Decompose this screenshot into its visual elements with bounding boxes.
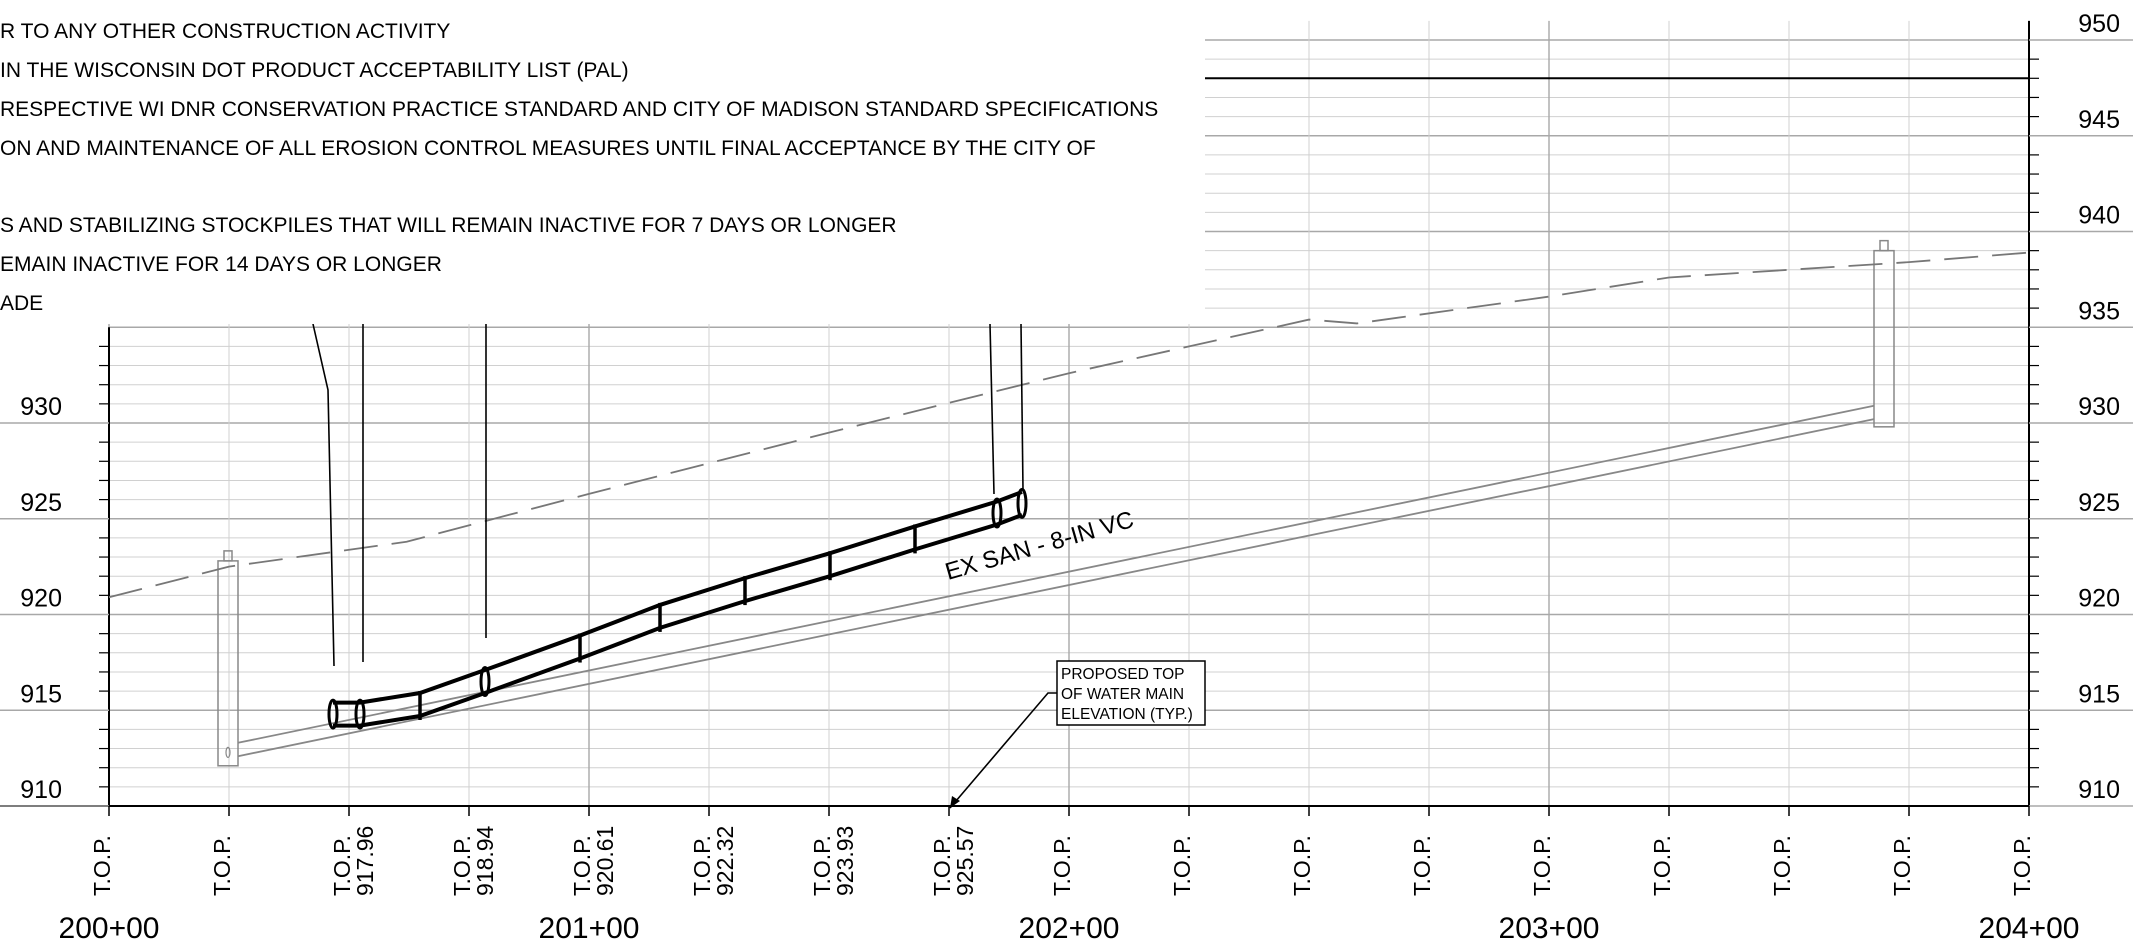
manhole-casting-left (223, 550, 233, 562)
general-note-line: ON AND MAINTENANCE OF ALL EROSION CONTRO… (0, 137, 1096, 160)
top-of-pipe-label: T.O.P. (209, 835, 235, 896)
top-of-pipe-label: T.O.P. (1889, 835, 1915, 896)
top-of-pipe-elevation: 918.94 (472, 825, 498, 896)
existing-ground-profile (108, 251, 2030, 599)
top-of-pipe-label: T.O.P. (1409, 835, 1435, 896)
top-of-pipe-label: T.O.P. (1529, 835, 1555, 896)
top-of-pipe-label: T.O.P. (1289, 835, 1315, 896)
top-of-pipe-label: T.O.P. (809, 835, 835, 896)
general-note-line: R TO ANY OTHER CONSTRUCTION ACTIVITY (0, 20, 450, 43)
manhole-casting-right (1879, 239, 1889, 252)
callout-text-line: OF WATER MAIN (1061, 686, 1184, 703)
existing-manhole-left (217, 560, 239, 767)
general-note-line: IN THE WISCONSIN DOT PRODUCT ACCEPTABILI… (0, 59, 629, 82)
elevation-label-right: 930 (2078, 393, 2120, 421)
top-of-pipe-label: T.O.P. (2009, 835, 2035, 896)
callout-text-line: ELEVATION (TYP.) (1061, 706, 1193, 723)
elevation-label-right: 945 (2078, 106, 2120, 134)
general-note-line: ADE (0, 292, 43, 315)
elevation-label-left: 910 (20, 776, 62, 804)
callout-arrowhead (950, 796, 960, 808)
elevation-label-right: 910 (2078, 776, 2120, 804)
elevation-label-right: 925 (2078, 489, 2120, 517)
fitting-ellipse (479, 666, 491, 698)
callout-box (1056, 660, 1206, 726)
elevation-label-left: 920 (20, 585, 62, 613)
top-of-pipe-elevation: 922.32 (712, 826, 738, 896)
notes-background (0, 0, 1205, 324)
manhole-invert-left (225, 746, 231, 758)
proposed-top-callout: PROPOSED TOP OF WATER MAIN ELEVATION (TYP.… (1056, 660, 1206, 726)
top-of-pipe-label: T.O.P. (689, 835, 715, 896)
elevation-label-left: 925 (20, 489, 62, 517)
sewer-invert-line (237, 418, 1875, 758)
water-main-bottom-line (333, 513, 1023, 728)
fitting-ellipse (327, 698, 339, 730)
callout-leader-line (949, 692, 1057, 809)
top-of-pipe-label: T.O.P. (1649, 835, 1675, 896)
top-of-pipe-elevation: 923.93 (832, 826, 858, 896)
elevation-label-right: 940 (2078, 202, 2120, 230)
elevation-label-left: 915 (20, 680, 62, 708)
sewer-crown-line (237, 404, 1875, 744)
general-note-line: EMAIN INACTIVE FOR 14 DAYS OR LONGER (0, 253, 442, 276)
leader-line (312, 323, 335, 667)
station-label: 204+00 (1979, 912, 2080, 945)
fitting-ellipse (354, 698, 366, 730)
elevation-label-right: 920 (2078, 585, 2120, 613)
station-label: 200+00 (59, 912, 160, 945)
top-of-pipe-label: T.O.P. (1769, 835, 1795, 896)
existing-manhole-right (1873, 249, 1895, 428)
top-of-pipe-label: T.O.P. (929, 835, 955, 896)
top-of-pipe-elevation: 920.61 (592, 826, 618, 896)
elevation-label-right: 935 (2078, 297, 2120, 325)
station-label: 203+00 (1499, 912, 1600, 945)
top-of-pipe-label: T.O.P. (89, 835, 115, 896)
fitting-ellipse (991, 497, 1003, 529)
top-of-pipe-elevation: 925.57 (952, 826, 978, 896)
top-of-pipe-label: T.O.P. (1049, 835, 1075, 896)
existing-ground-line (108, 251, 2030, 599)
leader-line (989, 323, 995, 495)
fitting-ellipse (1016, 487, 1028, 519)
general-note-line: S AND STABILIZING STOCKPILES THAT WILL R… (0, 214, 897, 237)
top-of-pipe-label: T.O.P. (569, 835, 595, 896)
existing-sanitary-sewer (217, 239, 1895, 767)
leader-line (1020, 323, 1024, 491)
station-label: 202+00 (1019, 912, 1120, 945)
top-of-pipe-label: T.O.P. (449, 835, 475, 896)
station-label: 201+00 (539, 912, 640, 945)
elevation-label-right: 915 (2078, 680, 2120, 708)
leader-lines (312, 323, 1057, 809)
general-note-line: RESPECTIVE WI DNR CONSERVATION PRACTICE … (0, 98, 1158, 121)
callout-text-line: PROPOSED TOP (1061, 666, 1184, 683)
water-main-top-line (333, 490, 1023, 705)
general-notes-area: R TO ANY OTHER CONSTRUCTION ACTIVITY IN T… (0, 0, 1205, 324)
top-of-pipe-label: T.O.P. (329, 835, 355, 896)
top-of-pipe-label: T.O.P. (1169, 835, 1195, 896)
elevation-label-left: 930 (20, 393, 62, 421)
elevation-label-right: 950 (2078, 10, 2120, 38)
proposed-water-main (327, 487, 1028, 730)
top-of-pipe-elevation: 917.96 (352, 826, 378, 896)
profile-frame (0, 20, 2133, 816)
